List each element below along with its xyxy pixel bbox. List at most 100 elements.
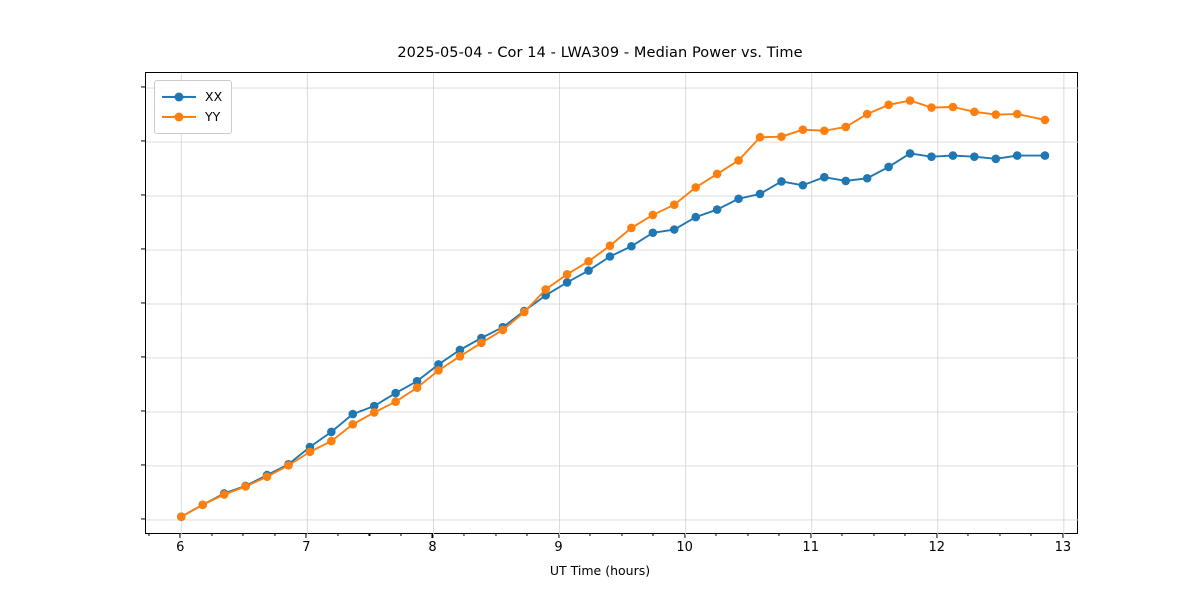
x-axis-tick-label: 13 <box>1054 540 1072 555</box>
data-point-marker <box>884 100 893 110</box>
y-axis-tick-mark <box>140 302 145 304</box>
data-point-marker <box>1012 109 1022 119</box>
legend-label: XX <box>205 88 223 104</box>
data-point-marker <box>991 154 1001 164</box>
x-axis-minor-tick <box>621 534 623 537</box>
x-axis-tick-label: 6 <box>176 540 185 555</box>
series-xx <box>177 149 1050 521</box>
x-axis-minor-tick <box>967 534 969 537</box>
data-point-marker <box>669 200 679 209</box>
data-point-marker <box>605 252 615 261</box>
series-yy <box>177 96 1050 521</box>
x-axis-minor-tick <box>747 534 749 537</box>
data-point-marker <box>905 149 915 158</box>
data-point-marker <box>691 183 701 192</box>
x-axis-minor-tick <box>904 534 906 537</box>
y-axis-tick-mark <box>140 356 145 358</box>
data-point-marker <box>884 162 893 172</box>
data-point-marker <box>369 401 379 411</box>
data-point-marker <box>970 107 979 117</box>
data-point-marker <box>305 447 315 457</box>
legend-item-xx[interactable]: XX <box>162 87 222 107</box>
series-line <box>180 152 1046 518</box>
data-point-marker <box>841 176 851 186</box>
data-point-marker <box>627 223 636 233</box>
legend[interactable]: XX YY <box>154 80 233 134</box>
x-axis-minor-tick <box>211 534 213 537</box>
legend-swatch-yy <box>162 111 196 123</box>
data-point-marker <box>477 338 486 348</box>
y-axis-tick-mark <box>140 410 145 412</box>
grid-lines <box>146 73 1079 535</box>
x-axis-tick-label: 12 <box>928 540 946 555</box>
data-point-marker <box>648 210 658 220</box>
data-point-marker <box>262 472 272 482</box>
legend-swatch-xx <box>162 91 196 103</box>
data-point-marker <box>348 420 358 429</box>
data-point-marker <box>219 490 229 499</box>
x-axis-label: UT Time (hours) <box>549 563 651 578</box>
data-point-marker <box>948 151 958 160</box>
data-point-marker <box>712 169 722 179</box>
data-point-marker <box>755 132 765 142</box>
data-point-marker <box>562 270 572 279</box>
y-axis-tick-mark <box>140 86 145 88</box>
data-point-marker <box>820 126 829 136</box>
data-point-marker <box>434 360 443 369</box>
data-point-marker <box>970 152 979 161</box>
x-axis-minor-tick <box>148 534 150 537</box>
data-point-marker <box>862 109 872 119</box>
y-axis-tick-mark <box>140 518 145 520</box>
data-point-marker <box>519 307 529 317</box>
data-point-marker <box>905 96 915 105</box>
data-point-marker <box>798 125 808 134</box>
legend-marker-icon <box>174 92 184 102</box>
data-point-marker <box>1012 151 1022 160</box>
data-point-marker <box>777 177 786 186</box>
data-point-marker <box>541 285 550 294</box>
x-axis-minor-tick <box>400 534 402 537</box>
data-point-marker <box>391 397 400 406</box>
data-point-marker <box>712 205 722 214</box>
data-point-marker <box>498 325 508 335</box>
data-point-marker <box>327 436 336 446</box>
data-point-marker <box>177 512 186 521</box>
x-axis-minor-tick <box>589 534 591 537</box>
data-point-marker <box>734 156 743 165</box>
data-point-marker <box>412 376 422 386</box>
x-axis-tick-label: 8 <box>428 540 437 555</box>
x-axis-tick-label: 9 <box>554 540 563 555</box>
legend-label: YY <box>205 108 221 124</box>
x-axis-tick-mark <box>1062 534 1064 539</box>
data-point-marker <box>584 257 593 266</box>
data-point-marker <box>862 173 872 183</box>
chart-title: 2025-05-04 - Cor 14 - LWA309 - Median Po… <box>397 45 803 61</box>
data-point-marker <box>691 212 701 222</box>
x-axis-tick-label: 10 <box>676 540 693 555</box>
data-point-marker <box>391 388 400 398</box>
data-point-marker <box>734 194 743 204</box>
data-point-marker <box>327 427 336 437</box>
y-axis-tick-mark <box>140 464 145 466</box>
data-point-marker <box>798 180 808 190</box>
data-point-marker <box>648 228 658 238</box>
data-point-marker <box>820 172 829 182</box>
data-point-marker <box>948 102 958 112</box>
data-series-layer <box>177 96 1050 521</box>
x-axis-tick-label: 7 <box>302 540 311 555</box>
data-point-marker <box>777 132 786 141</box>
y-axis-tick-mark <box>140 194 145 196</box>
data-point-marker <box>1040 115 1050 125</box>
x-axis-tick-mark <box>684 534 686 539</box>
legend-item-yy[interactable]: YY <box>162 107 222 127</box>
data-point-marker <box>198 500 208 510</box>
data-point-marker <box>927 152 936 161</box>
x-axis-tick-label: 11 <box>802 540 819 555</box>
x-axis-minor-tick <box>242 534 244 537</box>
data-point-marker <box>991 110 1001 119</box>
data-point-marker <box>605 241 615 251</box>
y-axis-tick-mark <box>140 248 145 250</box>
data-point-marker <box>412 383 422 392</box>
x-axis-minor-tick <box>778 534 780 537</box>
